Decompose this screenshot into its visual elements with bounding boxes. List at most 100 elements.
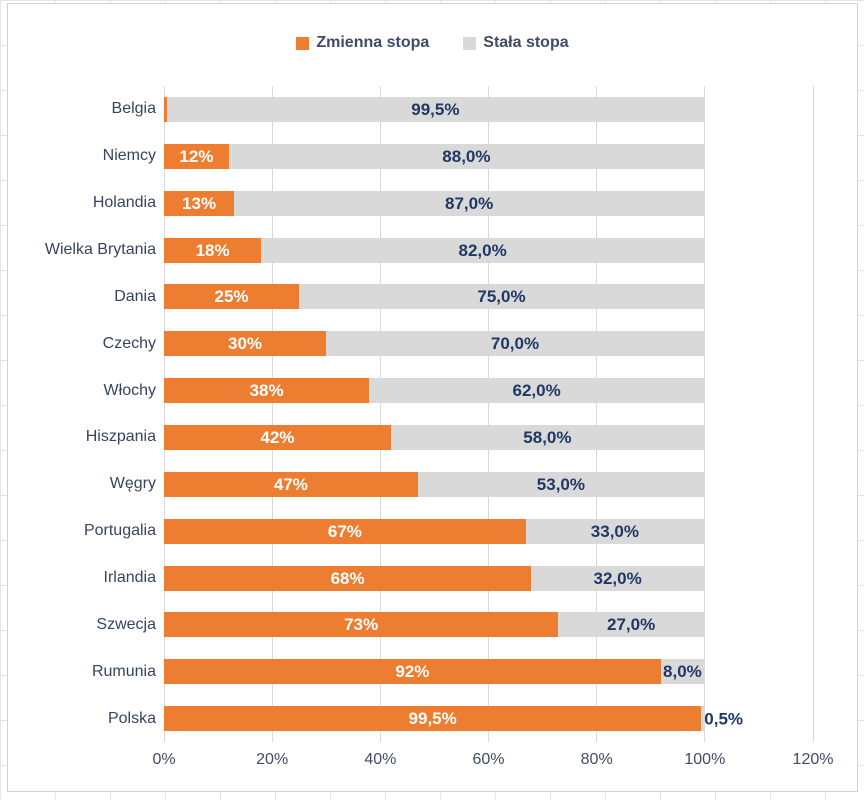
bar-segment-stala-stopa: 33,0% bbox=[525, 518, 704, 544]
bar-value-label-stala: 32,0% bbox=[593, 568, 642, 588]
category-label: Węgry bbox=[109, 475, 156, 493]
plot-gridlines bbox=[163, 86, 814, 742]
bar-segment-stala-stopa: 32,0% bbox=[531, 565, 704, 591]
category-label: Czechy bbox=[102, 334, 156, 352]
bar-value-label-stala: 53,0% bbox=[536, 474, 585, 494]
vertical-gridline bbox=[379, 86, 381, 742]
category-label: Niemcy bbox=[102, 147, 156, 165]
bar-segment-stala-stopa: 88,0% bbox=[228, 143, 704, 169]
stacked-bar: 25% 75,0% bbox=[164, 284, 812, 310]
chart-row: Wielka Brytania 18% 82,0% bbox=[8, 227, 812, 274]
stacked-bar: 92% 8,0% bbox=[164, 659, 812, 685]
bar-segment-zmienna-stopa: 13% bbox=[164, 190, 235, 216]
bar-segment-stala-stopa: 8,0% bbox=[660, 659, 704, 685]
chart-row: Portugalia 67% 33,0% bbox=[8, 508, 812, 555]
stacked-bar: 12% 88,0% bbox=[164, 143, 812, 169]
bar-value-label-stala: 88,0% bbox=[442, 146, 491, 166]
vertical-gridline bbox=[812, 86, 814, 742]
chart-row: Niemcy 12% 88,0% bbox=[8, 133, 812, 180]
category-label: Belgia bbox=[111, 100, 156, 118]
bar-value-label-stala: 33,0% bbox=[590, 521, 639, 541]
chart-row: Czechy 30% 70,0% bbox=[8, 320, 812, 367]
bar-value-label-zmienna: 99,5% bbox=[408, 709, 457, 729]
legend-label: Stała stopa bbox=[483, 34, 569, 51]
vertical-gridline bbox=[163, 86, 165, 742]
x-axis-tick-label: 120% bbox=[792, 751, 834, 768]
chart-row: Holandia 13% 87,0% bbox=[8, 180, 812, 227]
bar-segment-zmienna-stopa: 12% bbox=[164, 143, 229, 169]
bar-value-label-zmienna: 42% bbox=[260, 427, 295, 447]
bar-value-label-stala: 58,0% bbox=[523, 427, 572, 447]
chart-row: Irlandia 68% 32,0% bbox=[8, 555, 812, 602]
legend-swatch-orange-icon bbox=[296, 36, 310, 50]
stacked-bar: 68% 32,0% bbox=[164, 565, 812, 591]
bar-segment-stala-stopa: 82,0% bbox=[261, 237, 704, 263]
bar-segment-zmienna-stopa: 68% bbox=[164, 565, 532, 591]
x-axis-tick-label: 40% bbox=[364, 751, 397, 768]
category-label: Szwecja bbox=[96, 615, 156, 633]
bar-segment-stala-stopa: 58,0% bbox=[390, 424, 704, 450]
bar-value-label-zmienna: 92% bbox=[395, 662, 430, 682]
bar-segment-stala-stopa: 0,5% bbox=[701, 706, 743, 732]
vertical-gridline bbox=[704, 86, 706, 742]
bar-segment-zmienna-stopa: 92% bbox=[164, 659, 661, 685]
chart-row: Włochy 38% 62,0% bbox=[8, 367, 812, 414]
bar-value-label-zmienna: 38% bbox=[249, 381, 284, 401]
bar-value-label-stala: 27,0% bbox=[606, 615, 656, 635]
bar-value-label-stala: 8,0% bbox=[663, 662, 702, 682]
legend-item-zmienna-stopa[interactable]: Zmienna stopa bbox=[296, 34, 429, 52]
x-axis-tick-label: 100% bbox=[684, 751, 726, 768]
stacked-bar: 30% 70,0% bbox=[164, 331, 812, 357]
stacked-bar: 99,5% 0,5% bbox=[164, 706, 812, 732]
bar-value-label-stala: 75,0% bbox=[477, 287, 526, 307]
legend-swatch-gray-icon bbox=[463, 36, 477, 50]
stacked-bar: 13% 87,0% bbox=[164, 190, 812, 216]
bar-segment-stala-stopa: 27,0% bbox=[558, 612, 704, 638]
category-label: Rumunia bbox=[91, 662, 156, 680]
category-label: Portugalia bbox=[83, 522, 156, 540]
x-axis-tick-label: 60% bbox=[472, 751, 505, 768]
bar-value-label-stala: 70,0% bbox=[490, 334, 540, 354]
bar-value-label-zmienna: 30% bbox=[227, 334, 263, 354]
x-axis-tick-label: 0% bbox=[152, 751, 176, 768]
chart-row: Węgry 47% 53,0% bbox=[8, 461, 812, 508]
bar-segment-zmienna-stopa: 30% bbox=[164, 331, 326, 357]
bar-segment-stala-stopa: 62,0% bbox=[369, 378, 704, 404]
chart-legend: Zmienna stopa Stała stopa bbox=[8, 34, 857, 52]
chart-row: Dania 25% 75,0% bbox=[8, 273, 812, 320]
chart-object: Zmienna stopa Stała stopa Belgia %99,5% Ni… bbox=[7, 3, 858, 792]
category-label: Włochy bbox=[103, 381, 156, 399]
bar-segment-zmienna-stopa: 99,5% bbox=[164, 706, 702, 732]
category-label: Dania bbox=[114, 287, 156, 305]
chart-row: Szwecja 73% 27,0% bbox=[8, 601, 812, 648]
bar-segment-stala-stopa: 53,0% bbox=[417, 471, 704, 497]
bar-value-label-zmienna: 67% bbox=[327, 521, 362, 541]
bar-value-label-stala: 99,5% bbox=[411, 99, 460, 119]
bar-segment-stala-stopa: 70,0% bbox=[326, 331, 704, 357]
chart-row: Belgia %99,5% bbox=[8, 86, 812, 133]
bar-value-label-zmienna: 25% bbox=[214, 287, 249, 307]
bar-segment-zmienna-stopa: 67% bbox=[164, 518, 526, 544]
legend-item-stala-stopa[interactable]: Stała stopa bbox=[463, 34, 569, 52]
bar-segment-zmienna-stopa: 25% bbox=[164, 284, 299, 310]
x-axis: 0% 20% 40% 60% 80% 100% 120% bbox=[152, 751, 833, 773]
bar-segment-zmienna-stopa: 38% bbox=[164, 378, 370, 404]
category-label: Irlandia bbox=[103, 569, 156, 587]
x-axis-tick-label: 20% bbox=[256, 751, 289, 768]
category-label: Hiszpania bbox=[85, 428, 156, 446]
bar-value-label-zmienna: 47% bbox=[273, 474, 308, 494]
vertical-gridline bbox=[488, 86, 489, 742]
stacked-bar: 42% 58,0% bbox=[164, 424, 812, 450]
stacked-bar: 73% 27,0% bbox=[164, 612, 812, 638]
bar-segment-zmienna-stopa: 73% bbox=[164, 612, 559, 638]
vertical-gridline bbox=[596, 86, 598, 742]
chart-row: Rumunia 92% 8,0% bbox=[8, 648, 812, 695]
bar-value-label-zmienna: 68% bbox=[330, 568, 365, 588]
x-axis-tick-label: 80% bbox=[580, 751, 613, 768]
bar-segment-zmienna-stopa: 42% bbox=[164, 424, 391, 450]
bar-value-label-stala: 82,0% bbox=[458, 240, 507, 260]
bar-value-label-zmienna: 73% bbox=[344, 615, 379, 635]
chart-row: Hiszpania 42% 58,0% bbox=[8, 414, 812, 461]
bar-segment-stala-stopa: 99,5% bbox=[166, 96, 704, 122]
bar-value-label-zmienna: 12% bbox=[179, 146, 214, 166]
